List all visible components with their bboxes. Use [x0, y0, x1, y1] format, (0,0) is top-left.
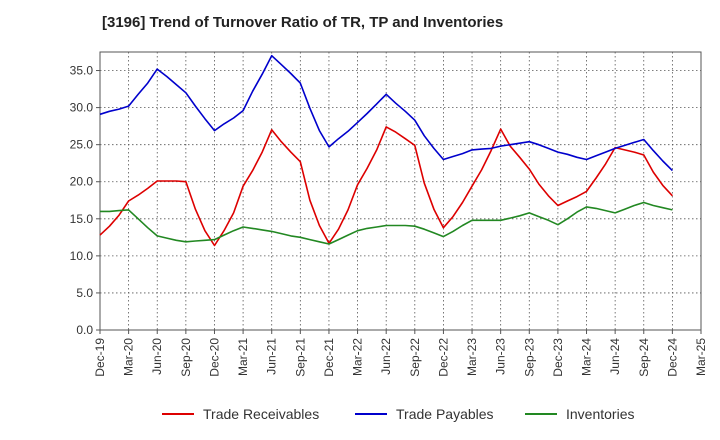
- x-tick-label: Dec-19: [93, 338, 107, 377]
- x-tick-label: Sep-21: [293, 338, 307, 377]
- x-tick-label: Dec-24: [665, 338, 679, 377]
- x-tick-label: Mar-22: [351, 338, 365, 376]
- x-tick-label: Jun-21: [265, 338, 279, 375]
- series-line-inventories: [100, 201, 673, 245]
- y-tick-label: 25.0: [70, 138, 94, 152]
- grid-layer: [100, 52, 701, 330]
- x-tick-label: Sep-20: [179, 338, 193, 377]
- legend-item: Inventories: [525, 406, 634, 422]
- legend-item: Trade Payables: [355, 406, 494, 422]
- plot-frame: [99, 51, 702, 331]
- series-layer: [99, 54, 673, 247]
- y-tick-label: 35.0: [70, 64, 94, 78]
- legend-label: Trade Payables: [396, 406, 494, 422]
- y-tick-label: 0.0: [76, 323, 93, 337]
- x-tick-label: Dec-21: [322, 338, 336, 377]
- x-tick-label: Mar-21: [236, 338, 250, 376]
- x-tick-label: Sep-22: [408, 338, 422, 377]
- legend: Trade Receivables Trade Payables Inventori…: [162, 406, 634, 422]
- x-tick-label: Mar-23: [465, 338, 479, 376]
- y-tick-label: 30.0: [70, 101, 94, 115]
- x-tick-label: Jun-24: [608, 338, 622, 375]
- legend-label: Inventories: [566, 406, 634, 422]
- x-tick-label: Jun-23: [494, 338, 508, 375]
- y-tick-label: 20.0: [70, 175, 94, 189]
- x-tick-label: Sep-23: [522, 338, 536, 377]
- y-tick-label: 5.0: [76, 286, 93, 300]
- legend-label: Trade Receivables: [203, 406, 319, 422]
- x-tick-label: Jun-20: [150, 338, 164, 375]
- x-tick-label: Dec-23: [551, 338, 565, 377]
- x-tick-label: Mar-20: [122, 338, 136, 376]
- x-tick-label: Mar-25: [694, 338, 708, 376]
- x-tick-label: Jun-22: [379, 338, 393, 375]
- chart-title: [3196] Trend of Turnover Ratio of TR, TP…: [102, 14, 504, 31]
- series-line-trade-receivables: [99, 126, 673, 247]
- x-tick-label: Sep-24: [637, 338, 651, 377]
- x-tick-label: Dec-22: [436, 338, 450, 377]
- legend-item: Trade Receivables: [162, 406, 319, 422]
- x-tick-label: Mar-24: [580, 338, 594, 376]
- y-tick-label: 10.0: [70, 249, 94, 263]
- series-line-trade-payables: [99, 54, 673, 172]
- y-tick-label: 15.0: [70, 212, 94, 226]
- axis-layer: 0.0 5.0 10.0 15.0 20.0 25.0 30.0 35.0 Dec-19 Mar-…: [70, 51, 708, 377]
- x-tick-label: Dec-20: [207, 338, 221, 377]
